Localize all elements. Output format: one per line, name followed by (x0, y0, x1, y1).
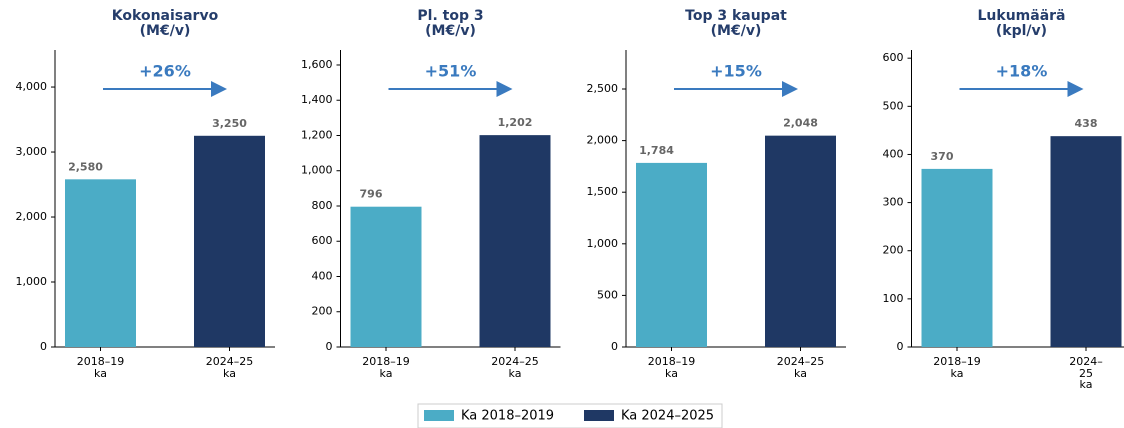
annotation: +26% (139, 62, 191, 81)
x-tick-label: 2024–25 ka (205, 355, 254, 380)
chart-title: Kokonaisarvo (M€/v) (111, 8, 219, 39)
y-tick-label: 1,500 (587, 185, 619, 198)
bar (194, 135, 265, 347)
y-tick-label: 800 (312, 199, 333, 212)
y-tick-label: 100 (883, 292, 904, 305)
chart-title: Top 3 kaupat (M€/v) (685, 8, 787, 39)
bar (479, 135, 551, 347)
value-label: 438 (1075, 117, 1098, 130)
y-tick-label: 1,000 (587, 237, 619, 250)
legend-label: Ka 2018–2019 (461, 409, 554, 424)
bar (636, 162, 707, 347)
y-tick-label: 300 (883, 196, 904, 209)
x-tick-label: 2024–25 ka (491, 355, 539, 380)
y-tick-label: 0 (326, 340, 333, 353)
x-tick-label: 2018–19 ka (647, 355, 696, 380)
y-tick-label: 2,000 (16, 210, 48, 223)
annotation: +18% (996, 62, 1048, 81)
legend-box (417, 403, 723, 428)
x-tick-label: 2018–19 ka (76, 355, 125, 380)
x-tick-label: 2024–25 ka (1069, 355, 1103, 392)
bar (765, 135, 836, 347)
y-tick-label: 1,200 (301, 128, 333, 141)
annotation: +51% (425, 62, 477, 81)
annotation: +15% (710, 62, 762, 81)
value-label: 3,250 (212, 117, 247, 130)
bar (350, 206, 422, 347)
y-tick-label: 4,000 (16, 80, 48, 93)
value-label: 796 (360, 188, 383, 201)
y-tick-label: 1,600 (301, 58, 333, 71)
value-label: 1,784 (639, 144, 674, 157)
bar (1050, 136, 1122, 347)
y-tick-label: 2,000 (587, 134, 619, 147)
y-tick-label: 2,500 (587, 82, 619, 95)
chart-title: Lukumäärä (kpl/v) (977, 8, 1066, 39)
value-label: 1,202 (498, 116, 533, 129)
value-label: 2,580 (68, 160, 103, 173)
y-tick-label: 500 (597, 288, 618, 301)
y-tick-label: 400 (883, 147, 904, 160)
legend-label: Ka 2024–2025 (621, 409, 714, 424)
y-tick-label: 500 (883, 99, 904, 112)
bar (65, 179, 136, 347)
bar (921, 168, 993, 347)
legend-swatch (584, 410, 614, 421)
chart-title: Pl. top 3 (M€/v) (417, 8, 484, 39)
y-tick-label: 0 (897, 340, 904, 353)
y-tick-label: 3,000 (16, 145, 48, 158)
y-tick-label: 1,400 (301, 93, 333, 106)
x-tick-label: 2018–19 ka (362, 355, 410, 380)
y-tick-label: 200 (883, 244, 904, 257)
y-tick-label: 200 (312, 305, 333, 318)
y-tick-label: 0 (40, 340, 47, 353)
y-tick-label: 600 (883, 51, 904, 64)
x-tick-label: 2024–25 ka (776, 355, 825, 380)
value-label: 370 (931, 150, 954, 163)
y-tick-label: 600 (312, 234, 333, 247)
y-tick-label: 400 (312, 269, 333, 282)
y-tick-label: 1,000 (301, 164, 333, 177)
value-label: 2,048 (783, 117, 818, 130)
y-tick-label: 0 (611, 340, 618, 353)
x-tick-label: 2018–19 ka (933, 355, 981, 380)
legend-swatch (424, 410, 454, 421)
y-tick-label: 1,000 (16, 275, 48, 288)
